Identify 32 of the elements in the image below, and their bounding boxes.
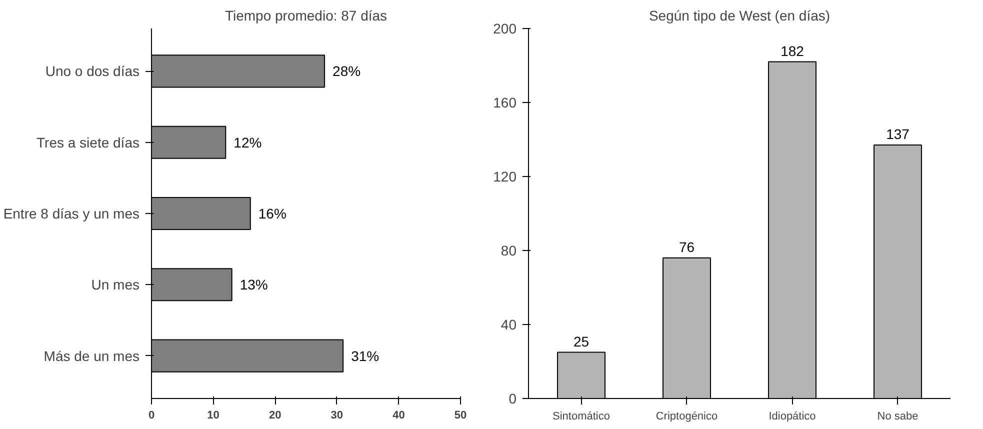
x-tick-label: 20	[268, 410, 282, 422]
y-tick-label: 120	[493, 168, 517, 184]
x-tick-label: 50	[454, 410, 467, 422]
y-tick-label: 200	[493, 20, 517, 36]
y-tick-label: 40	[500, 316, 517, 332]
data-label: 182	[780, 42, 804, 59]
x-tick-label: Idiopático	[768, 410, 816, 422]
x-tick-label: 0	[148, 410, 155, 422]
data-label: 137	[886, 126, 910, 142]
data-label: 12%	[234, 134, 262, 150]
x-tick-label: 40	[392, 410, 405, 422]
y-tick-label: 160	[493, 94, 517, 110]
x-tick-label: No sabe	[877, 410, 918, 422]
y-tick-label: Tres a siete días	[36, 134, 140, 150]
y-tick-label: Más de un mes	[44, 348, 140, 364]
chart-title: Tiempo promedio: 87 días	[224, 8, 388, 24]
data-label: 25	[573, 333, 590, 350]
data-label: 31%	[351, 348, 380, 364]
y-tick-label: 80	[500, 242, 517, 258]
data-label: 16%	[258, 206, 286, 222]
x-tick-label: Criptogénico	[656, 410, 718, 422]
y-tick-label: Un mes	[91, 276, 140, 293]
data-label: 28%	[332, 63, 361, 80]
data-label: 13%	[240, 276, 268, 293]
x-tick-label: 10	[207, 410, 220, 422]
chart-title: Según tipo de West (en días)	[648, 8, 830, 24]
y-tick-label: Uno o dos días	[45, 63, 140, 80]
data-label: 76	[678, 238, 695, 255]
x-tick-label: Sintomático	[552, 410, 610, 422]
x-tick-label: 30	[330, 410, 344, 422]
y-tick-label: Entre 8 días y un mes	[3, 206, 140, 222]
y-tick-label: 0	[508, 390, 517, 406]
